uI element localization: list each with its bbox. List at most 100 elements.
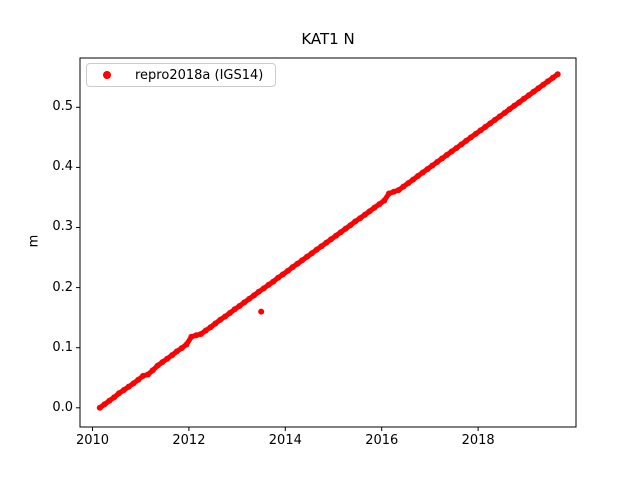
data-point [279, 271, 286, 278]
x-tick-label: 2010 [75, 433, 110, 448]
y-tick-label: 0.2 [52, 279, 73, 295]
data-point [472, 130, 479, 137]
data-point [154, 362, 161, 369]
data-point [337, 229, 344, 236]
data-point [193, 332, 200, 339]
chart-title: KAT1 N [301, 30, 355, 48]
data-point [308, 250, 315, 257]
x-tick-label: 2012 [172, 433, 206, 448]
data-point [467, 134, 474, 141]
data-point [299, 257, 306, 264]
outlier-point [258, 308, 265, 315]
data-point [511, 102, 518, 109]
data-point [246, 295, 253, 302]
data-point [159, 359, 166, 366]
legend-label: repro2018a (IGS14) [135, 67, 264, 83]
data-point [251, 292, 257, 299]
data-point [333, 232, 339, 239]
y-axis-label: m [26, 234, 42, 248]
data-point [347, 222, 354, 229]
data-point [386, 190, 392, 197]
data-point [516, 99, 523, 106]
data-point [188, 333, 195, 340]
data-point [443, 152, 450, 158]
data-point [482, 123, 489, 130]
y-tick-label: 0.3 [52, 219, 73, 235]
data-point [545, 78, 551, 85]
data-point [424, 166, 431, 173]
data-point [140, 372, 147, 379]
data-point [226, 310, 233, 316]
data-point [342, 225, 349, 232]
data-point [236, 303, 243, 309]
data-point [357, 215, 364, 222]
data-point [183, 341, 190, 348]
data-point [270, 278, 277, 285]
data-point [260, 285, 267, 292]
y-tick-label: 0.0 [52, 399, 73, 415]
y-tick-label: 0.1 [52, 339, 73, 355]
data-point [381, 197, 388, 204]
data-point [501, 109, 508, 116]
data-point [390, 188, 397, 195]
x-tick-label: 2018 [461, 433, 495, 448]
data-series [96, 71, 561, 411]
data-point [130, 380, 137, 387]
data-point [116, 390, 122, 397]
data-point [145, 371, 151, 378]
data-point [265, 281, 272, 288]
data-point [313, 246, 320, 253]
data-point [520, 95, 527, 102]
data-point [395, 187, 402, 194]
x-tick-label: 2016 [365, 433, 399, 448]
data-point [361, 211, 368, 218]
data-point [463, 137, 470, 144]
data-point [439, 155, 445, 162]
data-point [448, 148, 455, 155]
legend: repro2018a (IGS14) [86, 63, 276, 87]
data-point [149, 367, 156, 374]
data-point [554, 71, 561, 78]
data-point [255, 288, 262, 295]
data-point [106, 397, 113, 404]
data-point [198, 331, 204, 337]
data-point [376, 201, 383, 208]
data-point [241, 299, 248, 306]
data-point [487, 120, 494, 127]
data-point [492, 116, 498, 123]
data-point [405, 180, 412, 187]
legend-marker-icon [103, 71, 111, 79]
data-point [164, 355, 171, 362]
data-point [125, 383, 132, 390]
data-point [525, 92, 532, 99]
data-point [318, 243, 325, 250]
data-point [135, 376, 142, 383]
data-point [231, 306, 238, 313]
data-point [496, 113, 503, 120]
x-tick-label: 2014 [268, 433, 302, 448]
axis-ticks [76, 106, 479, 431]
y-tick-label: 0.4 [52, 159, 73, 175]
data-point [202, 327, 209, 334]
data-point [284, 267, 291, 274]
data-point [323, 239, 330, 246]
data-point [101, 401, 108, 408]
data-point [530, 88, 537, 95]
data-point [352, 218, 359, 225]
data-point [429, 162, 436, 169]
data-point [289, 264, 296, 271]
data-point [169, 352, 176, 359]
data-point [400, 183, 407, 190]
data-point [419, 169, 426, 176]
data-point [549, 74, 556, 81]
data-point [434, 159, 441, 165]
data-point [540, 81, 547, 88]
data-point [217, 316, 224, 323]
data-point [458, 141, 465, 148]
data-point [453, 145, 460, 151]
data-point [207, 324, 214, 331]
data-point [535, 85, 542, 92]
data-point [111, 394, 118, 401]
data-point [275, 274, 282, 281]
data-point [96, 404, 103, 411]
